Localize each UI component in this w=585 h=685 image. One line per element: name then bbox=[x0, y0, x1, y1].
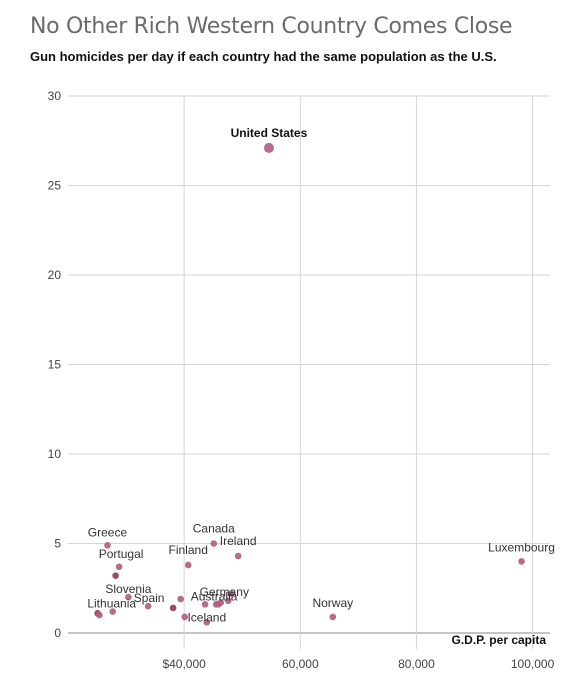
data-point-17 bbox=[169, 604, 177, 612]
data-point-ireland bbox=[234, 552, 242, 560]
chart-subtitle: Gun homicides per day if each country ha… bbox=[30, 49, 497, 64]
data-point-iceland bbox=[203, 618, 211, 626]
x-tick-label-40000: $40,000 bbox=[162, 657, 206, 671]
data-point-15 bbox=[96, 611, 103, 619]
data-point-luxembourg bbox=[518, 558, 525, 565]
data-point-norway bbox=[329, 613, 337, 621]
point-label-australia: Australia bbox=[191, 589, 238, 603]
point-label-iceland: Iceland bbox=[187, 610, 226, 624]
x-tick-label-80000: 80,000 bbox=[398, 657, 435, 671]
x-axis-title: G.D.P. per capita bbox=[452, 633, 547, 647]
point-label-finland: Finland bbox=[169, 543, 208, 557]
data-point-22 bbox=[217, 599, 225, 606]
data-point-spain bbox=[144, 602, 152, 610]
x-tick-label-100000: 100,000 bbox=[511, 657, 555, 671]
point-label-spain: Spain bbox=[134, 591, 165, 605]
point-label-greece: Greece bbox=[88, 525, 128, 539]
data-point-germany bbox=[224, 597, 232, 605]
point-label-ireland: Ireland bbox=[220, 534, 257, 548]
point-label-germany: Germany bbox=[200, 585, 249, 599]
y-tick-label-30: 30 bbox=[48, 89, 62, 103]
data-point-lithuania bbox=[109, 608, 117, 615]
y-tick-label-15: 15 bbox=[48, 358, 62, 372]
data-point-18 bbox=[177, 595, 184, 603]
point-label-luxembourg: Luxembourg bbox=[488, 540, 555, 554]
y-tick-label-0: 0 bbox=[54, 626, 61, 640]
point-label-portugal: Portugal bbox=[99, 547, 144, 561]
point-label-canada: Canada bbox=[193, 522, 235, 536]
data-point-slovenia bbox=[125, 593, 132, 601]
data-point-16 bbox=[112, 572, 119, 580]
grid-layer: 0 5 10 15 20 25 30 $40,000 60,000 80,000 100,000 bbox=[48, 89, 555, 671]
data-point-finland bbox=[184, 561, 192, 569]
y-tick-label-25: 25 bbox=[48, 179, 62, 193]
point-label-lithuania: Lithuania bbox=[87, 597, 136, 611]
y-tick-label-5: 5 bbox=[54, 537, 61, 551]
point-label-slovenia: Slovenia bbox=[105, 582, 151, 596]
data-point-united-states bbox=[263, 142, 274, 153]
labels-layer: United States Luxembourg Norway CanadaIrela… bbox=[87, 126, 555, 624]
y-tick-label-20: 20 bbox=[48, 268, 62, 282]
data-point-19 bbox=[181, 613, 189, 621]
data-point-23 bbox=[227, 590, 235, 597]
data-point-greece bbox=[104, 541, 111, 549]
y-tick-label-10: 10 bbox=[48, 447, 62, 461]
x-tick-label-60000: 60,000 bbox=[282, 657, 319, 671]
data-point-portugal bbox=[115, 563, 123, 571]
chart-title: No Other Rich Western Country Comes Clos… bbox=[30, 14, 513, 39]
data-point-canada bbox=[210, 540, 218, 547]
point-label-norway: Norway bbox=[312, 596, 353, 610]
data-point-20 bbox=[201, 601, 209, 608]
points-layer bbox=[94, 142, 525, 626]
point-label-united-states: United States bbox=[231, 126, 308, 140]
